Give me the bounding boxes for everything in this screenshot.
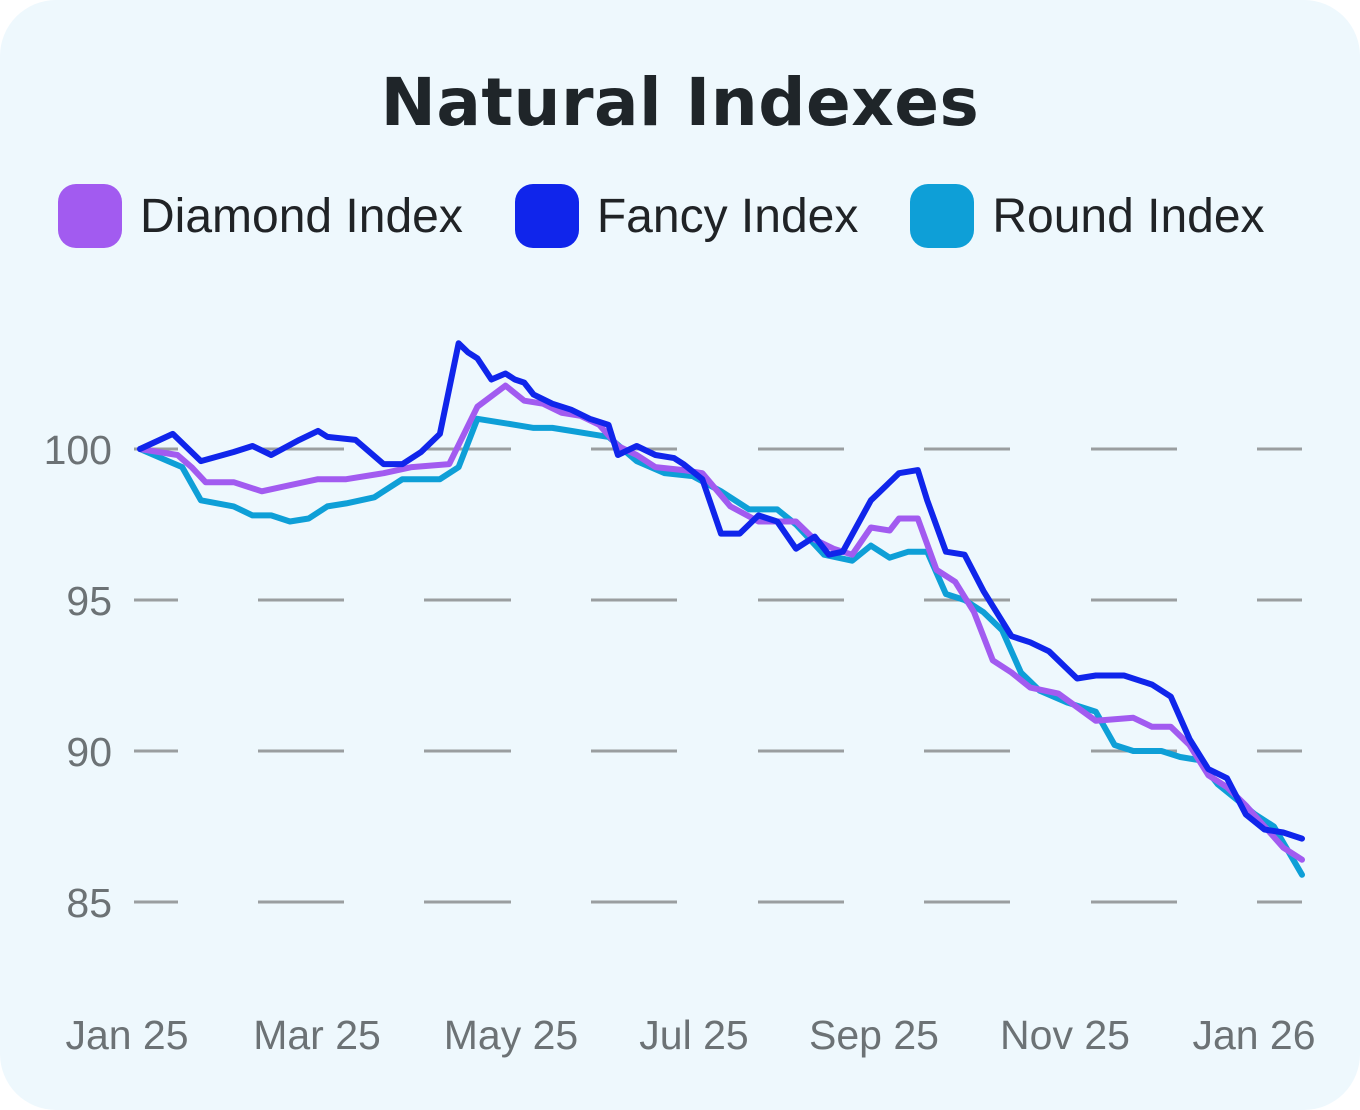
x-tick-label: Sep 25 xyxy=(809,1012,939,1058)
x-tick-label: Mar 25 xyxy=(253,1012,381,1058)
x-tick-label: Jan 25 xyxy=(65,1012,188,1058)
diamond-index-line[interactable] xyxy=(137,382,1305,863)
legend-item-fancy[interactable]: Fancy Index xyxy=(514,184,859,248)
y-tick-label: 95 xyxy=(66,578,112,624)
legend-item-diamond[interactable]: Diamond Index xyxy=(58,184,463,248)
x-tick-label: May 25 xyxy=(444,1012,578,1058)
chart-title: Natural Indexes xyxy=(380,64,980,141)
series-lines xyxy=(137,340,1305,878)
y-tick-label: 100 xyxy=(44,427,112,473)
round-index-line[interactable] xyxy=(137,415,1305,878)
legend-swatch-round xyxy=(910,184,975,248)
legend-item-round[interactable]: Round Index xyxy=(910,184,1265,248)
fancy-index-line[interactable] xyxy=(137,340,1305,842)
grid-lines xyxy=(134,447,1302,904)
legend-label-fancy: Fancy Index xyxy=(596,189,859,243)
chart-legend: Diamond Index Fancy Index Round Index xyxy=(58,184,1317,248)
y-tick-label: 90 xyxy=(66,729,112,775)
x-tick-label: Nov 25 xyxy=(1000,1012,1130,1058)
x-tick-label: Jul 25 xyxy=(639,1012,748,1058)
legend-label-diamond: Diamond Index xyxy=(140,189,463,243)
y-axis-ticks: 85 90 95 100 xyxy=(44,427,112,926)
legend-swatch-fancy xyxy=(514,184,579,248)
legend-label-round: Round Index xyxy=(992,189,1265,243)
legend-swatch-diamond xyxy=(58,184,122,248)
x-axis-ticks: Jan 25 Mar 25 May 25 Jul 25 Sep 25 Nov 25 Jan … xyxy=(65,1012,1315,1058)
y-tick-label: 85 xyxy=(66,880,112,926)
x-tick-label: Jan 26 xyxy=(1192,1012,1315,1058)
